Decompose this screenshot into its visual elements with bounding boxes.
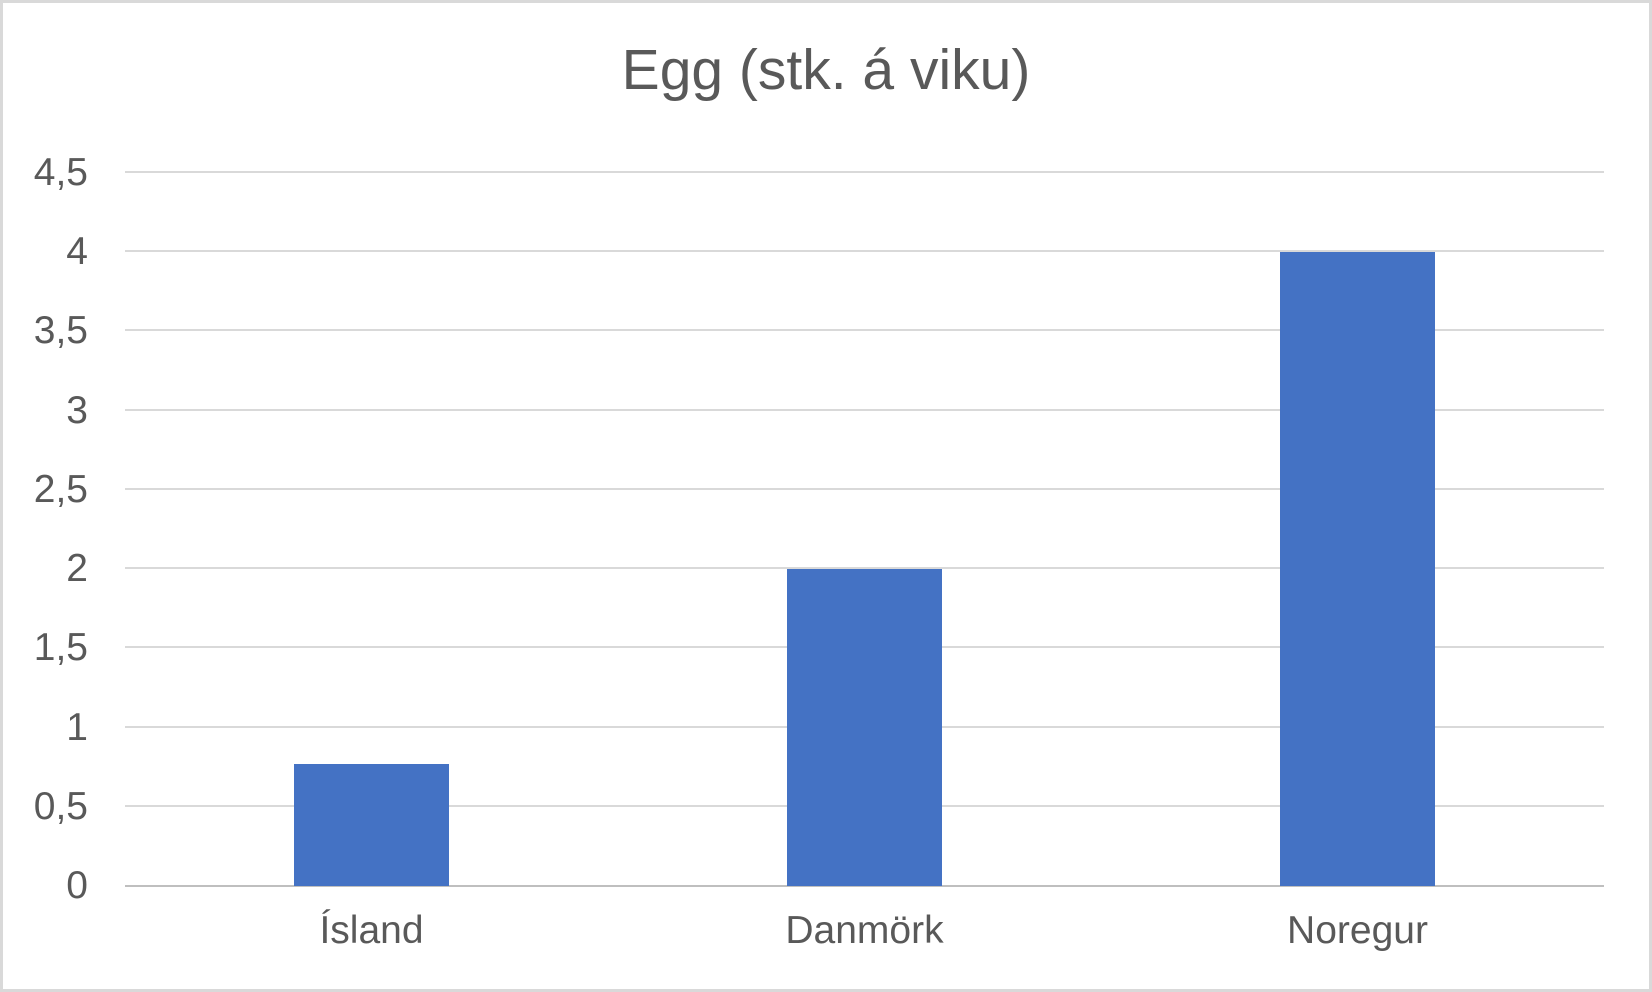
bar: [293, 764, 449, 886]
gridline: [125, 250, 1604, 253]
y-tick-label: 0: [66, 864, 88, 907]
x-axis-label: Danmörk: [785, 909, 944, 952]
y-tick-label: 2: [66, 547, 88, 591]
gridline: [125, 487, 1604, 490]
y-tick-label: 3: [66, 388, 88, 432]
y-axis-labels: 0 0,5 1 1,5 2 2,5 3 3,5 4 4,5: [3, 151, 108, 907]
bar: [1280, 252, 1435, 886]
x-axis-label: Ísland: [319, 909, 424, 952]
x-axis-labels: Ísland Danmörk Noregur: [125, 909, 1604, 969]
y-tick-label: 1,5: [33, 626, 88, 670]
y-tick-label: 3,5: [33, 309, 88, 353]
y-tick-label: 0,5: [33, 784, 88, 828]
y-tick-label: 1: [66, 705, 88, 749]
gridline: [125, 171, 1604, 173]
gridline: [125, 329, 1604, 332]
gridline: [125, 408, 1604, 411]
y-tick-label: 4: [66, 230, 88, 274]
gridline: [125, 567, 1604, 570]
bar: [787, 569, 942, 886]
y-tick-label: 2,5: [33, 467, 88, 511]
x-axis-line: [125, 885, 1604, 887]
y-tick-label: 4,5: [33, 151, 88, 194]
chart-title: Egg (stk. á viku): [621, 38, 1031, 102]
x-axis-label: Noregur: [1287, 909, 1428, 952]
plot-area: [125, 171, 1604, 887]
